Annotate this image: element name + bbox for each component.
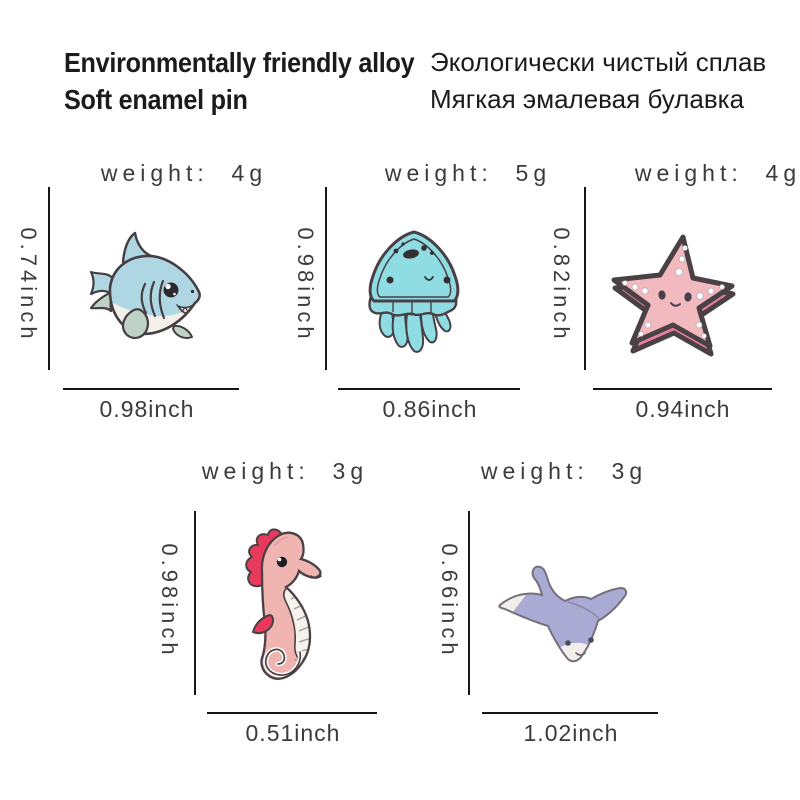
jellyfish-width-line: [338, 388, 520, 390]
starfish-height-line: [584, 187, 586, 370]
jellyfish-bell: [368, 230, 460, 303]
starfish-dots: [622, 245, 725, 339]
stingray-width-line: [482, 712, 658, 714]
jellyfish-height-line: [325, 187, 327, 370]
shark-width-label: 0.98inch: [99, 396, 195, 422]
jellyfish-mouth: [424, 276, 434, 281]
shark-height-line: [48, 187, 50, 370]
seahorse-weight-label: weight: 3g: [201, 458, 369, 484]
jellyfish-eye-left: [386, 276, 394, 284]
stingray-wing-crease: [567, 601, 600, 620]
jellyfish-spot-large: [403, 249, 419, 259]
jellyfish-width-label: 0.86inch: [382, 396, 478, 422]
stingray-height-label: 0.66inch: [437, 543, 462, 659]
title-ru-line1: Экологически чистый сплав: [430, 47, 767, 77]
seahorse-width-label: 0.51inch: [245, 720, 341, 746]
shark-gill-3: [158, 279, 166, 320]
seahorse-width-line: [207, 712, 377, 714]
jellyfish-pin-illustration: [368, 230, 460, 353]
starfish-weight-label: weight: 4g: [634, 160, 800, 186]
shark-eye: [163, 282, 179, 298]
title-en-line2: Soft enamel pin: [64, 84, 248, 115]
jellyfish-bell-inner-line: [376, 238, 452, 298]
seahorse-height-label: 0.98inch: [157, 543, 182, 659]
starfish-pin-illustration: [598, 226, 740, 360]
jellyfish-height-label: 0.98inch: [293, 227, 318, 343]
seahorse-pin-illustration: [245, 528, 322, 680]
title-ru-line2: Мягкая эмалевая булавка: [430, 84, 745, 114]
seahorse-tail-spiral: [264, 648, 302, 676]
stingray-eye-left: [565, 640, 571, 646]
starfish-eye-left: [658, 290, 666, 300]
stingray-height-line: [468, 511, 470, 695]
stingray-weight-label: weight: 3g: [480, 458, 648, 484]
jellyfish-eye-right: [443, 276, 451, 284]
shark-rear-fin: [172, 324, 193, 339]
seahorse-height-line: [194, 511, 196, 695]
jellyfish-tentacle-4: [420, 311, 438, 344]
jellyfish-tentacle-2: [391, 311, 409, 348]
starfish-width-label: 0.94inch: [635, 396, 731, 422]
shark-eye-highlight: [165, 283, 171, 290]
shark-eye-highlight-small: [173, 292, 176, 296]
starfish-eye-right: [684, 292, 692, 302]
stingray-eye-right: [588, 637, 594, 643]
shark-weight-label: weight: 4g: [100, 160, 268, 186]
stingray-mouth: [575, 652, 586, 656]
seahorse-mouth: [310, 575, 322, 579]
shark-height-label: 0.74inch: [16, 227, 41, 343]
shark-belly: [109, 292, 200, 335]
starfish-width-line: [593, 388, 772, 390]
jellyfish-weight-label: weight: 5g: [384, 160, 552, 186]
seahorse-head-shine: [274, 536, 288, 546]
title-en-line1: Environmentally friendly alloy: [64, 47, 415, 78]
jellyfish-spot: [401, 242, 405, 246]
starfish-height-label: 0.82inch: [549, 227, 574, 343]
jellyfish-spot: [421, 245, 427, 251]
starfish-mouth: [670, 302, 681, 307]
shark-pin-illustration: [89, 231, 201, 340]
shark-gill-2: [149, 280, 157, 318]
jellyfish-spot: [393, 248, 399, 254]
shark-pectoral-fin: [121, 308, 150, 340]
shark-gill-1: [140, 282, 148, 315]
seahorse-eye-highlight: [277, 557, 282, 562]
stingray-width-label: 1.02inch: [523, 720, 619, 746]
shark-nostril: [190, 289, 195, 294]
stingray-pin-illustration: [498, 565, 628, 663]
shark-width-line: [63, 388, 239, 390]
title-english: Environmentally friendly alloy Soft enam…: [64, 44, 415, 118]
seahorse-fin: [252, 614, 275, 635]
jellyfish-spot: [430, 251, 434, 255]
title-russian: Экологически чистый сплав Мягкая эмалева…: [430, 44, 766, 118]
